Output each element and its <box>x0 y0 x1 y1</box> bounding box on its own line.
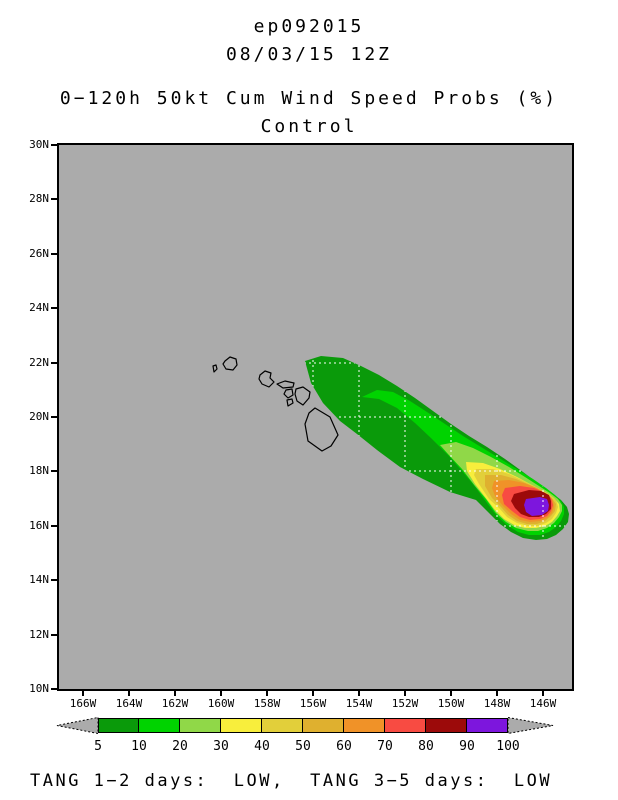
lat-tick <box>51 198 58 201</box>
colorbar-tick-label: 90 <box>459 739 475 754</box>
colorbar-segment <box>425 718 467 733</box>
lon-tick <box>82 691 84 696</box>
tang-status-text: TANG 1−2 days: LOW, TANG 3−5 days: LOW <box>30 771 553 791</box>
lon-axis-label: 160W <box>207 697 235 710</box>
colorbar-tick-label: 80 <box>418 739 434 754</box>
lat-axis-label: 10N <box>29 682 49 695</box>
lat-tick <box>51 361 58 364</box>
lat-tick <box>51 144 58 146</box>
lon-tick <box>404 691 406 696</box>
lon-axis-label: 162W <box>161 697 189 710</box>
hawaiian-islands-outline <box>212 356 339 452</box>
colorbar-tick-label: 10 <box>131 739 147 754</box>
lat-axis-label: 28N <box>29 192 49 206</box>
colorbar-segment <box>220 718 262 733</box>
lat-tick <box>51 470 58 473</box>
lat-axis-label: 30N <box>29 138 49 151</box>
colorbar-tick-label: 70 <box>377 739 393 754</box>
lat-tick <box>51 688 58 690</box>
storm-id-title: ep092015 <box>253 16 365 37</box>
lon-tick <box>128 691 130 696</box>
lat-tick <box>51 633 58 636</box>
lon-axis-label: 158W <box>253 697 281 710</box>
colorbar-tick-label: 5 <box>94 739 102 754</box>
lon-axis-label: 148W <box>483 697 511 710</box>
island-niihau <box>212 364 218 373</box>
colorbar-segment <box>384 718 426 733</box>
lat-tick <box>51 307 58 310</box>
colorbar-tick-label: 50 <box>295 739 311 754</box>
lat-axis-label: 12N <box>29 627 49 641</box>
island-kahoolawe <box>286 398 294 407</box>
island-oahu <box>258 370 275 388</box>
lat-axis-label: 16N <box>29 518 49 532</box>
lon-axis-label: 152W <box>391 697 419 710</box>
colorbar-segment <box>261 718 303 733</box>
model-title: Control <box>260 116 358 137</box>
colorbar-segment <box>179 718 221 733</box>
colorbar-left-arrow-icon <box>56 717 99 734</box>
island-maui <box>294 386 311 406</box>
lon-tick <box>312 691 314 696</box>
lon-axis-label: 164W <box>115 697 143 710</box>
island-lanai <box>283 388 294 399</box>
colorbar-tick-label: 30 <box>213 739 229 754</box>
map-plot-area <box>57 143 574 691</box>
island-hawaii <box>304 407 339 452</box>
lat-tick <box>51 524 58 527</box>
colorbar-right-arrow-icon <box>507 717 554 734</box>
map-canvas <box>212 356 569 540</box>
colorbar-segment <box>466 718 508 733</box>
lat-axis-label: 24N <box>29 301 49 315</box>
lat-tick <box>51 252 58 255</box>
lat-axis-label: 18N <box>29 464 49 478</box>
colorbar-segment <box>98 718 139 733</box>
lon-tick <box>542 691 544 696</box>
island-kauai <box>222 356 238 371</box>
lat-axis-label: 20N <box>29 410 49 423</box>
product-title: 0−120h 50kt Cum Wind Speed Probs (%) <box>59 88 559 109</box>
lon-tick <box>358 691 360 696</box>
lon-tick <box>450 691 452 696</box>
colorbar-tick-label: 20 <box>172 739 188 754</box>
lon-tick <box>220 691 222 696</box>
colorbar-segment <box>343 718 385 733</box>
colorbar-tick-label: 40 <box>254 739 270 754</box>
lon-tick <box>174 691 176 696</box>
island-molokai <box>276 380 295 389</box>
colorbar-segment <box>302 718 344 733</box>
lat-axis-label: 22N <box>29 355 49 369</box>
lat-axis-label: 14N <box>29 573 49 587</box>
lon-axis-label: 154W <box>345 697 373 710</box>
lat-tick <box>51 416 58 418</box>
lat-axis-label: 26N <box>29 246 49 260</box>
colorbar-tick-label: 100 <box>496 739 520 754</box>
lon-axis-label: 156W <box>299 697 327 710</box>
lon-axis-label: 166W <box>69 697 97 710</box>
colorbar-tick-label: 60 <box>336 739 352 754</box>
lon-axis-label: 150W <box>437 697 465 710</box>
lat-tick <box>51 579 58 582</box>
datetime-title: 08/03/15 12Z <box>225 44 393 65</box>
colorbar-segment <box>138 718 180 733</box>
lon-tick <box>496 691 498 696</box>
lon-tick <box>266 691 268 696</box>
lon-axis-label: 146W <box>529 697 557 710</box>
